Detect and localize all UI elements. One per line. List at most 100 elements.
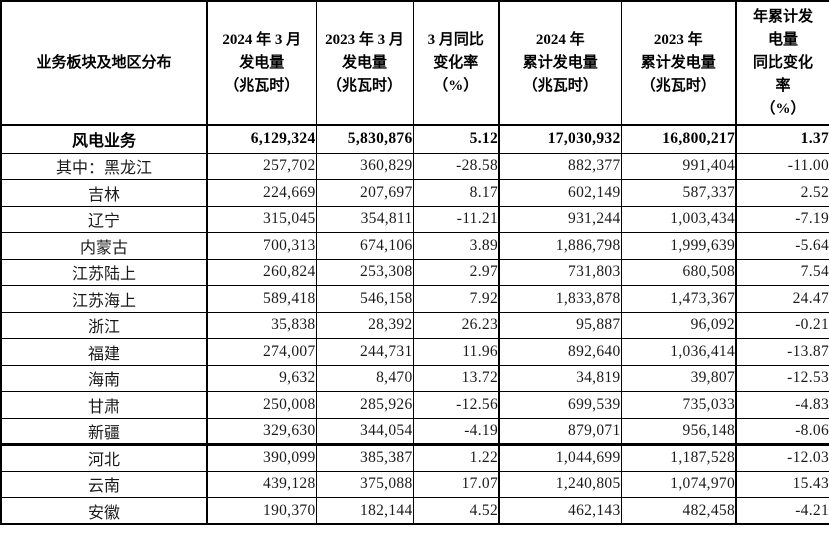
value-cell: 285,926 [315,391,414,419]
value-cell: 587,337 [620,179,737,207]
region-label: 海南 [0,364,208,392]
value-cell: 3.89 [412,232,500,260]
value-cell: 8.17 [412,179,500,207]
column-header-2024-cumulative: 2024 年 累计发电量 （兆瓦时） [498,0,622,126]
value-cell: 7.54 [735,258,829,286]
region-label: 浙江 [0,311,208,339]
value-cell: 24.47 [735,285,829,313]
value-cell: 260,824 [206,258,317,286]
value-cell: 1,036,414 [620,338,737,366]
value-cell: 735,033 [620,391,737,419]
value-cell: 589,418 [206,285,317,313]
value-cell: 329,630 [206,417,317,445]
value-cell: 17.07 [412,470,500,498]
table-row: 其中：黑龙江 257,702 360,829 -28.58 882,377 991,404… [0,152,829,180]
power-generation-table: 业务板块及地区分布 2024 年 3 月 发电量 （兆瓦时） 2023 年 3 … [0,0,829,525]
value-cell: 257,702 [206,152,317,180]
value-cell: 375,088 [315,470,414,498]
region-label: 江苏陆上 [0,258,208,286]
value-cell: 1,187,528 [620,443,737,472]
value-cell: 39,807 [620,364,737,392]
value-cell: 546,158 [315,285,414,313]
column-header-2023-march-generation: 2023 年 3 月 发电量 （兆瓦时） [315,0,414,126]
table-row: 新疆 329,630 344,054 -4.19 879,071 956,148 -8.06 [0,417,829,445]
value-cell: 1,044,699 [498,443,622,472]
value-cell: 674,106 [315,232,414,260]
region-label: 辽宁 [0,205,208,233]
value-cell: 6,129,324 [206,124,317,154]
value-cell: 731,803 [498,258,622,286]
value-cell: 602,149 [498,179,622,207]
value-cell: 96,092 [620,311,737,339]
value-cell: -12.03 [735,443,829,472]
value-cell: 879,071 [498,417,622,445]
value-cell: 931,244 [498,205,622,233]
region-label: 福建 [0,338,208,366]
value-cell: 892,640 [498,338,622,366]
table-row: 吉林 224,669 207,697 8.17 602,149 587,337 2.52 [0,179,829,207]
table-row: 福建 274,007 244,731 11.96 892,640 1,036,414 -13… [0,338,829,366]
table-row: 甘肃 250,008 285,926 -12.56 699,539 735,033 -4.8… [0,391,829,419]
value-cell: 11.96 [412,338,500,366]
value-cell: 244,731 [315,338,414,366]
value-cell: -28.58 [412,152,500,180]
value-cell: 1,833,878 [498,285,622,313]
value-cell: 390,099 [206,443,317,472]
value-cell: 956,148 [620,417,737,445]
value-cell: -11.21 [412,205,500,233]
region-label: 新疆 [0,417,208,445]
value-cell: -13.87 [735,338,829,366]
value-cell: 2.52 [735,179,829,207]
value-cell: 354,811 [315,205,414,233]
value-cell: -4.21 [735,497,829,525]
value-cell: 28,392 [315,311,414,339]
value-cell: 224,669 [206,179,317,207]
value-cell: 344,054 [315,417,414,445]
value-cell: 882,377 [498,152,622,180]
value-cell: 1.37 [735,124,829,154]
value-cell: 35,838 [206,311,317,339]
value-cell: 26.23 [412,311,500,339]
value-cell: -11.00 [735,152,829,180]
region-label: 其中：黑龙江 [0,152,208,180]
region-label: 江苏海上 [0,285,208,313]
value-cell: 680,508 [620,258,737,286]
value-cell: -4.83 [735,391,829,419]
value-cell: 250,008 [206,391,317,419]
table-row: 安徽 190,370 182,144 4.52 462,143 482,458 -4.21 [0,497,829,525]
table-row: 海南 9,632 8,470 13.72 34,819 39,807 -12.53 [0,364,829,392]
value-cell: 1,999,639 [620,232,737,260]
value-cell: 17,030,932 [498,124,622,154]
column-header-march-yoy-change: 3 月同比 变化率 （%） [412,0,500,126]
value-cell: 1,240,805 [498,470,622,498]
column-header-2023-cumulative: 2023 年 累计发电量 （兆瓦时） [620,0,737,126]
summary-label: 风电业务 [0,124,208,154]
value-cell: 95,887 [498,311,622,339]
column-header-region: 业务板块及地区分布 [0,0,208,126]
value-cell: 1,003,434 [620,205,737,233]
region-label: 安徽 [0,497,208,525]
value-cell: 34,819 [498,364,622,392]
table-row: 浙江 35,838 28,392 26.23 95,887 96,092 -0.21 [0,311,829,339]
region-label: 河北 [0,443,208,472]
table-row: 云南 439,128 375,088 17.07 1,240,805 1,074,970 1… [0,470,829,498]
value-cell: 182,144 [315,497,414,525]
table-row: 内蒙古 700,313 674,106 3.89 1,886,798 1,999,639-… [0,232,829,260]
value-cell: 700,313 [206,232,317,260]
value-cell: 9,632 [206,364,317,392]
value-cell: 1.22 [412,443,500,472]
column-header-2024-march-generation: 2024 年 3 月 发电量 （兆瓦时） [206,0,317,126]
value-cell: 2.97 [412,258,500,286]
value-cell: -4.19 [412,417,500,445]
value-cell: 274,007 [206,338,317,366]
region-label: 吉林 [0,179,208,207]
value-cell: 5.12 [412,124,500,154]
value-cell: -12.56 [412,391,500,419]
value-cell: 385,387 [315,443,414,472]
value-cell: 5,830,876 [315,124,414,154]
table-row: 辽宁 315,045 354,811 -11.21 931,244 1,003,434 -7… [0,205,829,233]
value-cell: 8,470 [315,364,414,392]
value-cell: 15.43 [735,470,829,498]
value-cell: 1,886,798 [498,232,622,260]
